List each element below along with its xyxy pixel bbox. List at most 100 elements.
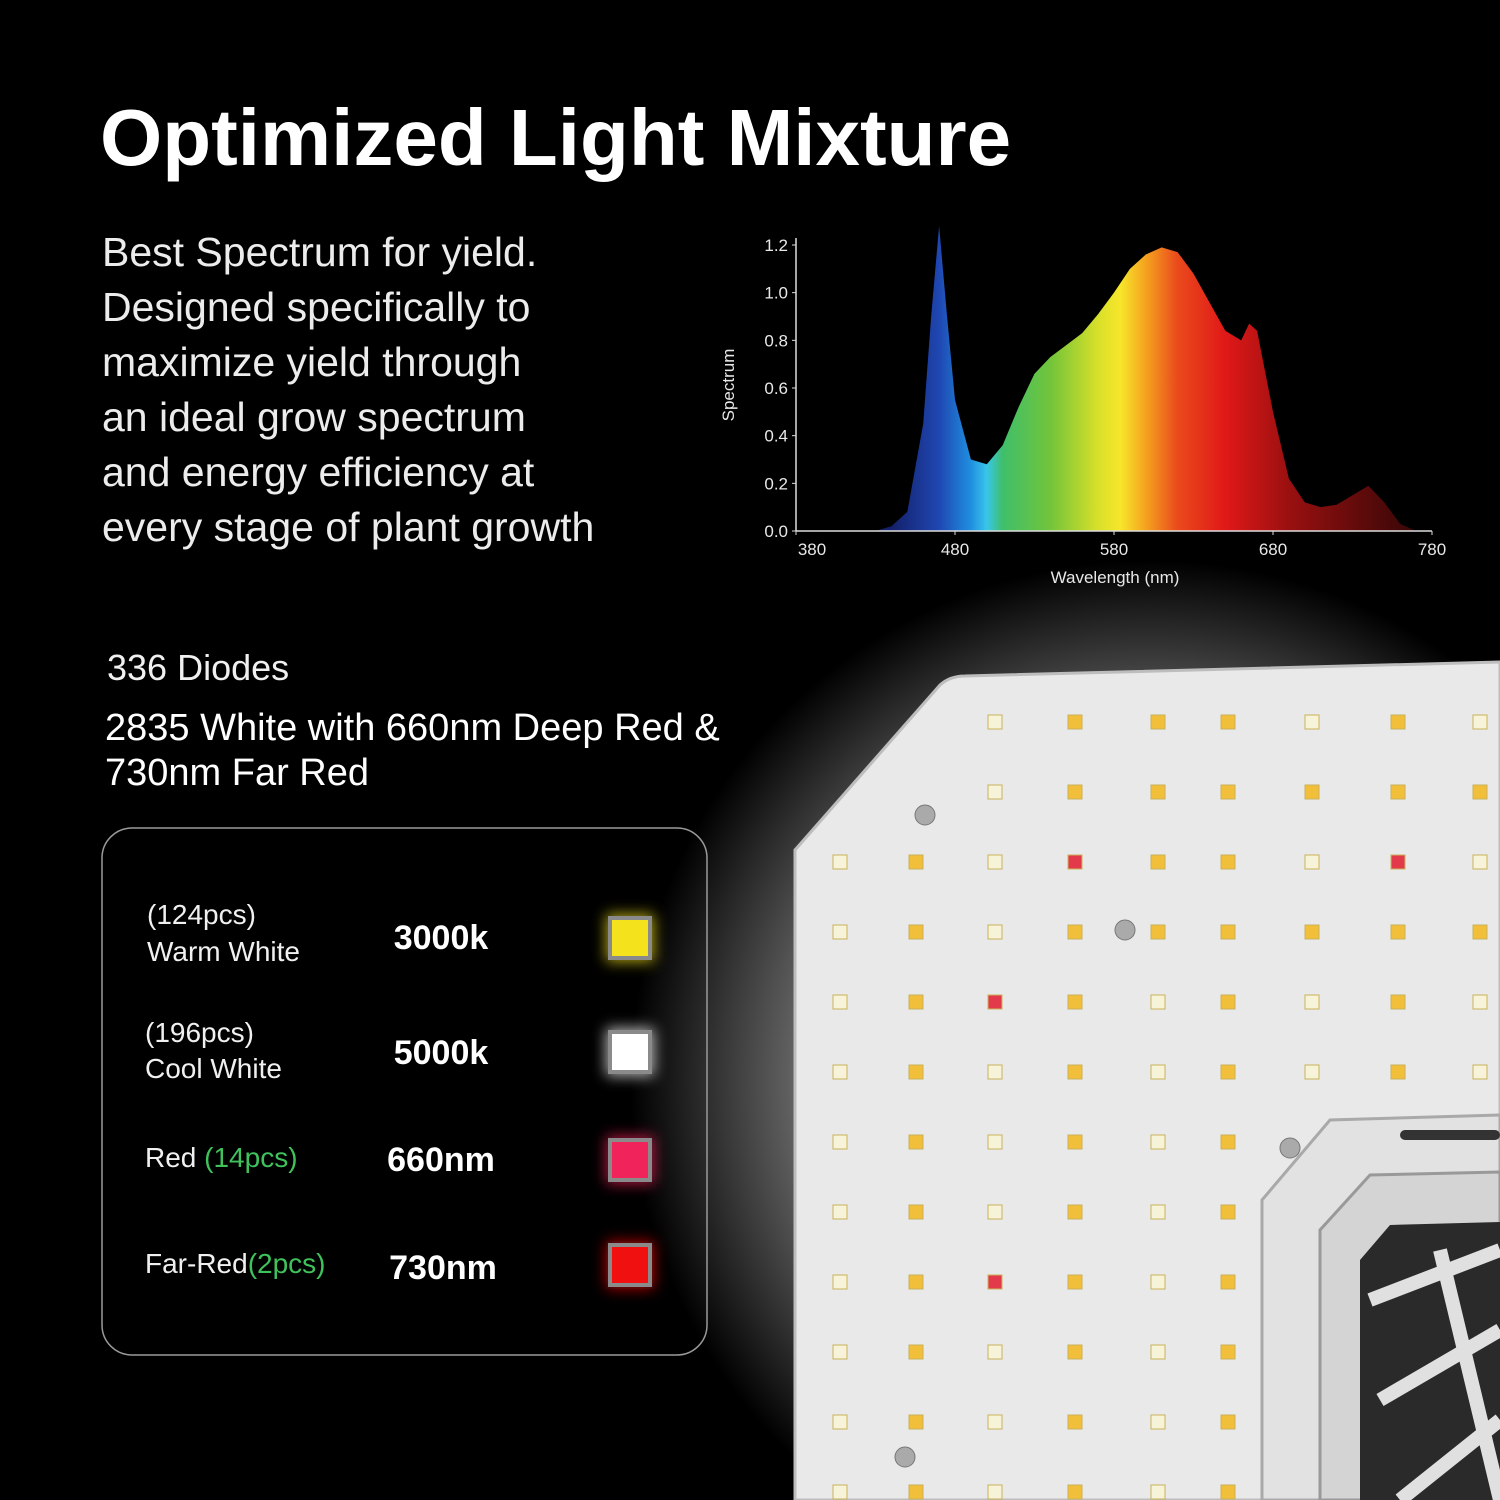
led	[1150, 1204, 1166, 1220]
screw	[894, 1446, 916, 1468]
led	[1067, 1064, 1083, 1080]
led	[832, 1134, 848, 1150]
led	[1390, 924, 1406, 940]
led	[987, 924, 1003, 940]
swatches	[606, 914, 654, 1289]
led	[1067, 1274, 1083, 1290]
row-spec: 730nm	[389, 1249, 497, 1287]
row-name: Warm White	[147, 936, 300, 967]
fan-blades	[1367, 1243, 1500, 1500]
led	[1472, 994, 1488, 1010]
description-line: Best Spectrum for yield.	[102, 229, 537, 275]
y-tick-label: 0.2	[764, 474, 788, 493]
led	[1150, 1064, 1166, 1080]
led	[908, 1134, 924, 1150]
screw	[1279, 1137, 1301, 1159]
led	[1067, 784, 1083, 800]
description-line: and energy efficiency at	[102, 449, 535, 495]
led	[1067, 994, 1083, 1010]
led	[1150, 994, 1166, 1010]
led	[987, 784, 1003, 800]
x-tick-label: 380	[798, 540, 826, 559]
row-count: (196pcs)	[145, 1017, 254, 1048]
led	[987, 1204, 1003, 1220]
led	[908, 1204, 924, 1220]
row-name: Red	[145, 1142, 196, 1173]
swatch	[608, 1030, 652, 1074]
description: Best Spectrum for yield. Designed specifi…	[102, 229, 594, 550]
led	[1220, 784, 1236, 800]
y-tick-label: 0.8	[764, 331, 788, 350]
diode-summary: 2835 White with 660nm Deep Red &	[105, 707, 720, 749]
description-line: Designed specifically to	[102, 284, 530, 330]
row-spec: 5000k	[394, 1034, 489, 1072]
led	[1390, 994, 1406, 1010]
led	[1220, 1134, 1236, 1150]
led	[832, 1484, 848, 1500]
led	[832, 924, 848, 940]
led	[1220, 994, 1236, 1010]
led	[908, 924, 924, 940]
spectrum-chart: Wavelength (nm) Spectrum 0.0 0.2 0.4 0.6 0.8…	[719, 225, 1446, 587]
description-line: maximize yield through	[102, 339, 521, 385]
led	[832, 1204, 848, 1220]
y-tick-label: 0.6	[764, 379, 788, 398]
y-tick-label: 1.2	[764, 236, 788, 255]
led	[1067, 714, 1083, 730]
row-count: (14pcs)	[204, 1142, 297, 1173]
led	[908, 1414, 924, 1430]
led	[1220, 924, 1236, 940]
led	[1150, 1414, 1166, 1430]
led	[1067, 1484, 1083, 1500]
led	[832, 854, 848, 870]
x-axis-label: Wavelength (nm)	[1051, 568, 1180, 587]
led	[1220, 714, 1236, 730]
led	[987, 714, 1003, 730]
led	[908, 1274, 924, 1290]
led	[908, 1064, 924, 1080]
led	[1067, 854, 1083, 870]
led	[1304, 1064, 1320, 1080]
led	[908, 994, 924, 1010]
description-line: every stage of plant growth	[102, 504, 594, 550]
led	[908, 1344, 924, 1360]
diode-summary: 730nm Far Red	[105, 752, 369, 794]
led	[1304, 784, 1320, 800]
led	[1472, 714, 1488, 730]
led	[908, 1484, 924, 1500]
x-tick-label: 580	[1100, 540, 1128, 559]
description-line: an ideal grow spectrum	[102, 394, 526, 440]
row-name: Cool White	[145, 1053, 282, 1084]
screw	[1114, 919, 1136, 941]
led	[1150, 854, 1166, 870]
led	[1390, 1064, 1406, 1080]
led	[1390, 784, 1406, 800]
swatch	[608, 1138, 652, 1182]
led	[1150, 784, 1166, 800]
led	[1150, 1484, 1166, 1500]
x-tick-label: 680	[1259, 540, 1287, 559]
y-tick-label: 0.4	[764, 427, 788, 446]
title: Optimized Light Mixture	[100, 93, 1011, 182]
led	[832, 1414, 848, 1430]
led	[1304, 714, 1320, 730]
led	[1067, 1204, 1083, 1220]
led	[1067, 1134, 1083, 1150]
led	[987, 994, 1003, 1010]
led	[1150, 1134, 1166, 1150]
led	[1472, 784, 1488, 800]
led	[1067, 1414, 1083, 1430]
row-label: Far-Red(2pcs)	[145, 1248, 326, 1279]
row-label: Red (14pcs)	[145, 1142, 298, 1173]
swatch	[608, 916, 652, 960]
led	[1472, 854, 1488, 870]
led	[987, 854, 1003, 870]
row-count: (124pcs)	[147, 899, 256, 930]
led	[1220, 1064, 1236, 1080]
y-tick-label: 1.0	[764, 284, 788, 303]
led	[1150, 1344, 1166, 1360]
led	[1150, 714, 1166, 730]
led-grid	[832, 714, 1488, 1500]
y-axis-label: Spectrum	[719, 349, 738, 422]
led	[1220, 1484, 1236, 1500]
